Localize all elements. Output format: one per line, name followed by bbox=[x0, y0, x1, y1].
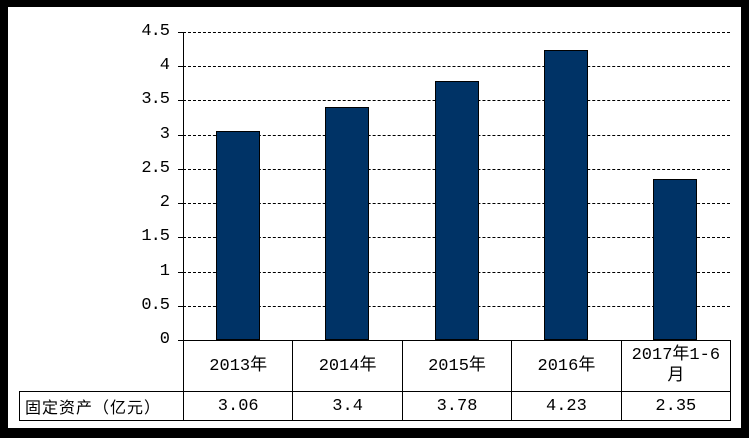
value-row: 3.06 3.4 3.78 4.23 2.35 bbox=[183, 391, 731, 421]
y-tick-label: 2 bbox=[159, 193, 170, 213]
y-axis-tick-mark bbox=[178, 134, 183, 136]
value-cell: 4.23 bbox=[512, 392, 622, 420]
y-tick-label: 4 bbox=[159, 56, 170, 76]
bar-2017年1-6月 bbox=[653, 179, 698, 340]
value-cell: 3.06 bbox=[184, 392, 294, 420]
category-cell: 2013年 bbox=[184, 341, 294, 391]
y-axis-tick-mark bbox=[178, 340, 183, 341]
y-tick-label: 1 bbox=[159, 261, 170, 281]
y-axis-tick-mark bbox=[178, 100, 183, 102]
value-cell: 2.35 bbox=[655, 396, 697, 416]
category-header-row: 2013年 2014年 2015年 2016年 2017年1-6月 bbox=[183, 340, 731, 391]
y-axis-line bbox=[183, 32, 184, 340]
y-tick-label: 4.5 bbox=[141, 22, 170, 41]
y-axis-tick-mark bbox=[178, 237, 183, 239]
y-axis-tick-mark bbox=[178, 32, 183, 33]
y-tick-label: 3 bbox=[159, 124, 170, 144]
y-axis-tick-mark bbox=[178, 168, 183, 170]
category-cell: 2014年 bbox=[293, 341, 403, 391]
bar-2016年 bbox=[543, 50, 588, 340]
y-axis-tick-mark bbox=[178, 66, 183, 68]
y-tick-label: 3.5 bbox=[141, 90, 170, 110]
bar-2014年 bbox=[325, 107, 370, 340]
y-tick-label: 2.5 bbox=[141, 158, 170, 178]
y-axis-tick-mark bbox=[178, 305, 183, 307]
y-axis-tick-mark bbox=[178, 203, 183, 205]
y-tick-label: 1.5 bbox=[141, 227, 170, 247]
gridline bbox=[183, 66, 730, 68]
bar-2013年 bbox=[215, 130, 260, 340]
series-row-label: 固定资产（亿元） bbox=[19, 391, 183, 421]
y-axis-tick-mark bbox=[178, 271, 183, 273]
category-cell: 2016年 bbox=[512, 341, 622, 391]
bar-2015年 bbox=[434, 81, 479, 340]
value-cell: 3.78 bbox=[403, 392, 513, 420]
y-tick-label: 0.5 bbox=[141, 295, 170, 315]
value-cell: 3.4 bbox=[293, 392, 403, 420]
gridline bbox=[183, 32, 730, 33]
y-tick-label: 0 bbox=[159, 330, 170, 349]
category-cell: 2017年1-6月 bbox=[631, 346, 721, 386]
category-cell: 2015年 bbox=[403, 341, 513, 391]
